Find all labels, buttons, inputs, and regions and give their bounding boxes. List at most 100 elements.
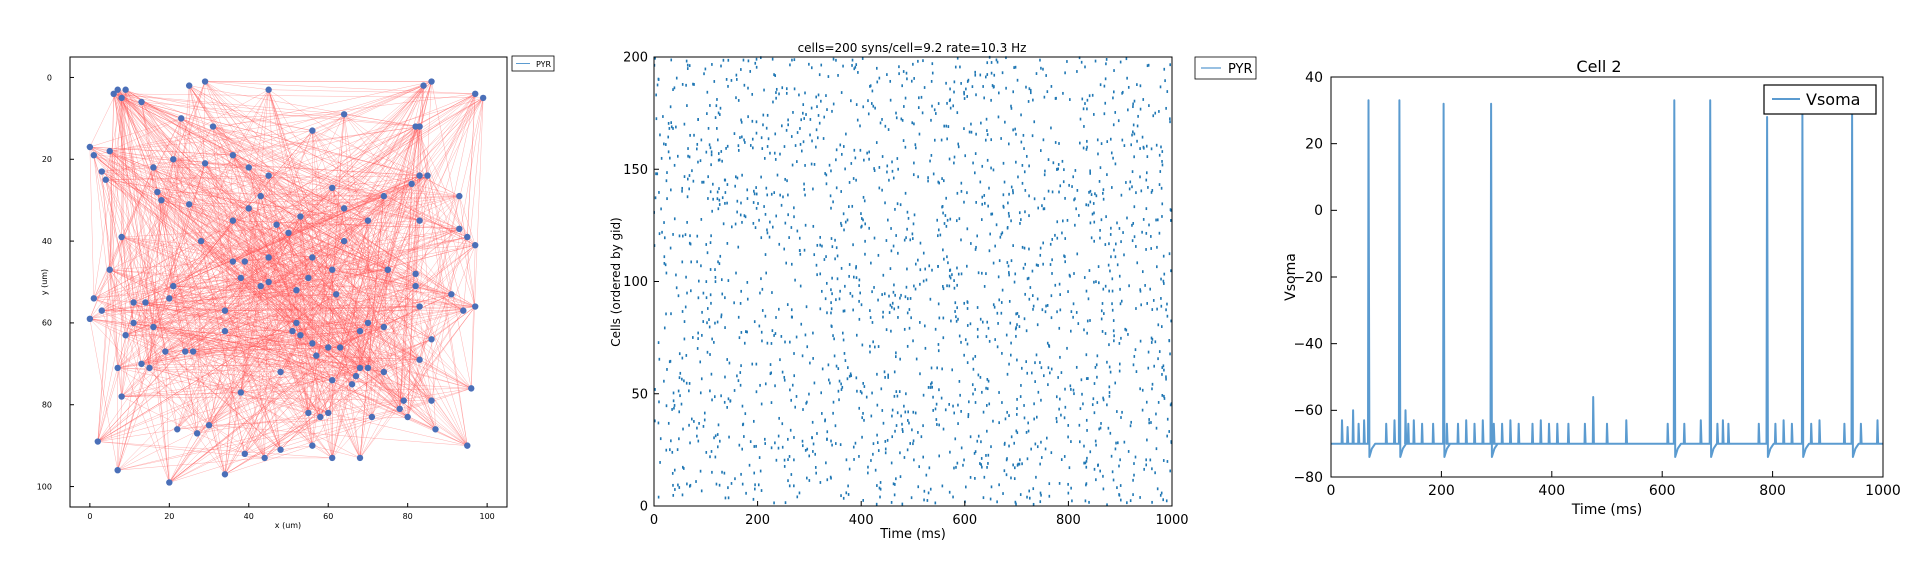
spike-dot xyxy=(937,102,940,105)
spike-dot xyxy=(706,307,709,310)
spike-dot xyxy=(931,71,934,75)
connection-line xyxy=(419,175,460,197)
spike-dot xyxy=(983,475,986,479)
connection-line xyxy=(141,363,245,455)
cell-point xyxy=(408,180,415,188)
connection-line xyxy=(268,175,432,340)
spike-dot xyxy=(1007,201,1009,205)
connection-line xyxy=(117,89,281,373)
spike-dot xyxy=(953,161,955,165)
spike-dot xyxy=(1042,138,1045,142)
spike-dot xyxy=(665,312,667,316)
connection-line xyxy=(177,339,432,430)
spike-dot xyxy=(802,103,805,106)
spike-dot xyxy=(739,302,742,305)
connection-line xyxy=(113,93,154,328)
spike-dot xyxy=(709,268,712,271)
spike-dot xyxy=(762,113,765,117)
spike-dot xyxy=(702,424,705,428)
spike-dot xyxy=(748,463,751,467)
spike-dot xyxy=(897,167,899,171)
spike-dot xyxy=(685,59,688,63)
spike-dot xyxy=(760,175,762,179)
connection-line xyxy=(316,195,460,356)
connection-line xyxy=(97,220,369,442)
spike-dot xyxy=(980,463,982,467)
spike-dot xyxy=(685,83,687,87)
spike-dot xyxy=(755,444,757,448)
spike-dot xyxy=(835,186,838,190)
spike-dot xyxy=(1028,194,1030,198)
connection-line xyxy=(109,150,476,307)
connection-line xyxy=(224,371,384,475)
spike-dot xyxy=(898,72,900,76)
x-axis-label: Time (ms) xyxy=(1571,502,1643,518)
spike-dot xyxy=(919,268,922,272)
spike-dot xyxy=(711,398,713,402)
spike-dot xyxy=(729,399,732,403)
spike-dot xyxy=(670,121,672,125)
spike-dot xyxy=(657,495,660,499)
connection-line xyxy=(232,155,333,270)
spike-dot xyxy=(1004,417,1007,421)
connection-line xyxy=(200,241,246,454)
spike-dot xyxy=(831,292,833,296)
connection-line xyxy=(125,89,464,311)
spike-dot xyxy=(1108,394,1111,398)
spike-dot xyxy=(675,76,678,80)
spike-dot xyxy=(992,303,995,307)
connection-line xyxy=(244,261,420,360)
connection-line xyxy=(141,232,289,365)
connection-line xyxy=(101,306,420,311)
spike-dot xyxy=(1116,263,1119,267)
connection-line xyxy=(359,367,369,458)
connection-line xyxy=(280,195,385,373)
spike-dot xyxy=(759,469,762,473)
spike-dot xyxy=(706,112,708,116)
connection-line xyxy=(212,126,317,356)
connection-line xyxy=(153,326,384,373)
spike-dot xyxy=(1021,366,1023,370)
connection-line xyxy=(113,93,468,446)
x-tick-label: 200 xyxy=(1428,483,1455,499)
spike-dot xyxy=(986,133,989,136)
connection-line xyxy=(188,85,432,401)
connection-line xyxy=(89,175,420,320)
connection-line xyxy=(280,228,460,373)
spike-dot xyxy=(1124,327,1126,331)
connection-line xyxy=(173,285,313,446)
connection-line xyxy=(212,126,468,238)
connection-line xyxy=(109,150,234,262)
spike-dot xyxy=(1002,193,1005,197)
connection-line xyxy=(97,441,265,459)
spike-dot xyxy=(737,149,740,152)
cell-point xyxy=(364,364,372,372)
spike-dot xyxy=(1078,56,1081,60)
spike-dot xyxy=(743,341,746,345)
spike-dot xyxy=(1008,299,1011,303)
spike-dot xyxy=(717,445,719,449)
spike-dot xyxy=(1021,181,1024,185)
spike-dot xyxy=(1127,108,1129,112)
connection-line xyxy=(169,240,345,483)
y-axis-label: Vsoma xyxy=(1283,253,1299,301)
spike-dot xyxy=(1025,85,1027,89)
spike-dot xyxy=(681,260,684,264)
connection-line xyxy=(173,159,226,475)
spike-dot xyxy=(708,143,711,147)
spike-dot xyxy=(1069,384,1072,388)
spike-dot xyxy=(931,104,933,108)
spike-dot xyxy=(1040,149,1042,152)
connection-line xyxy=(113,93,182,119)
cell-point xyxy=(293,319,300,327)
cell-point xyxy=(229,258,237,265)
spike-dot xyxy=(793,352,795,355)
connection-line xyxy=(200,241,281,450)
spike-dot xyxy=(988,402,991,406)
connection-line xyxy=(141,101,333,189)
spike-dot xyxy=(873,236,876,240)
spike-dot xyxy=(1168,339,1170,342)
spike-dot xyxy=(699,391,702,395)
spike-dot xyxy=(1000,232,1003,236)
